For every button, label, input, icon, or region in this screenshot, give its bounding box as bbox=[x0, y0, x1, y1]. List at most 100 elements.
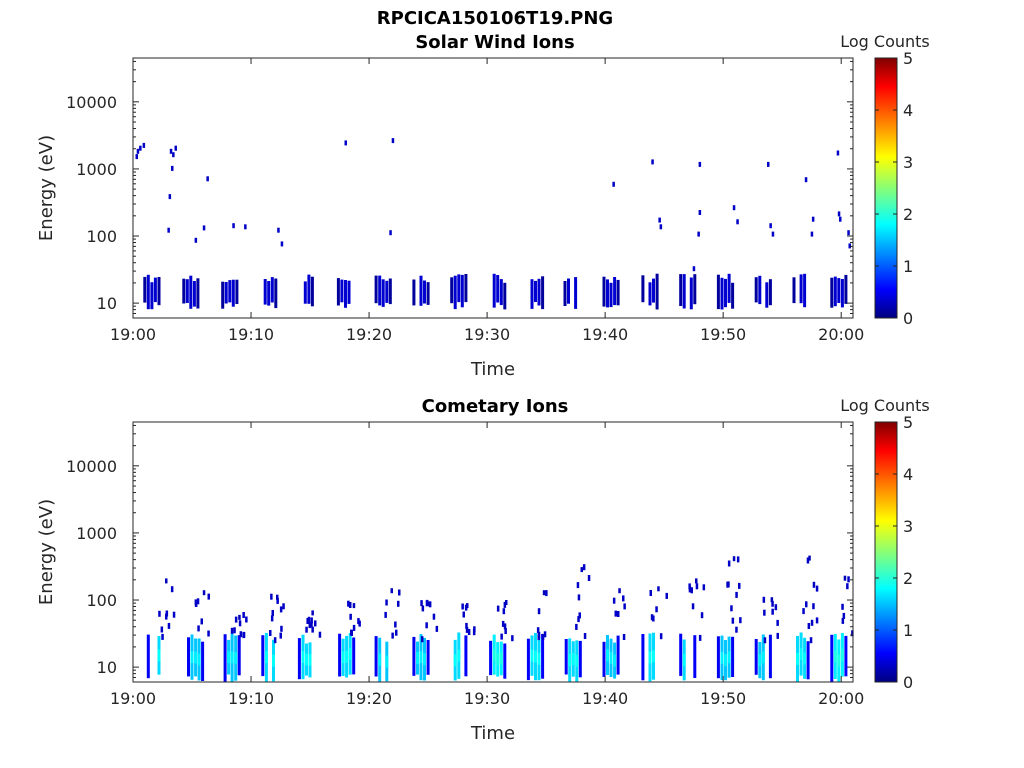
tail-cell bbox=[536, 627, 540, 634]
burst-core bbox=[724, 654, 727, 667]
burst-core bbox=[568, 654, 572, 666]
tail-cell bbox=[543, 631, 547, 638]
tail-cell bbox=[504, 628, 507, 634]
tail-cell bbox=[310, 621, 313, 628]
data-point bbox=[142, 142, 146, 148]
tail-cell bbox=[702, 584, 706, 591]
data-point bbox=[277, 227, 280, 233]
tail-cell bbox=[690, 587, 693, 594]
colorbar-1-ticks: 0 1 2 3 4 5 bbox=[875, 49, 913, 328]
data-point bbox=[804, 177, 808, 183]
tail-cell bbox=[391, 632, 394, 639]
burst-core bbox=[609, 651, 613, 664]
burst-column bbox=[806, 641, 810, 680]
tail-cell bbox=[649, 590, 652, 596]
solar-wind-plot-area bbox=[135, 138, 851, 310]
tail-cell bbox=[467, 629, 471, 635]
burst-core bbox=[840, 648, 844, 661]
tail-cell bbox=[425, 622, 428, 629]
tail-cell bbox=[771, 608, 774, 615]
burst-column bbox=[189, 275, 193, 309]
tail-cell bbox=[394, 621, 397, 628]
tail-cell bbox=[420, 600, 423, 607]
burst-core bbox=[378, 653, 382, 666]
colorbar-tick-label: 3 bbox=[903, 517, 913, 536]
tail-cell bbox=[318, 631, 322, 638]
burst-column bbox=[609, 282, 613, 308]
tail-peak bbox=[808, 555, 811, 561]
tail-cell bbox=[395, 629, 398, 636]
x-tick-label: 19:10 bbox=[228, 689, 274, 708]
tail-cell bbox=[809, 637, 813, 644]
tail-cell bbox=[815, 617, 819, 624]
tail-peak bbox=[732, 556, 736, 562]
data-point bbox=[244, 224, 247, 230]
burst-column bbox=[457, 274, 461, 303]
tail-cell bbox=[170, 586, 174, 593]
burst-core bbox=[157, 649, 161, 662]
burst-column bbox=[765, 282, 769, 308]
tail-cell bbox=[614, 610, 617, 617]
burst-core bbox=[682, 654, 686, 666]
burst-core bbox=[416, 652, 419, 664]
tail-peak bbox=[428, 601, 431, 607]
burst-column bbox=[541, 276, 545, 310]
tail-cell bbox=[347, 600, 350, 607]
tail-cell bbox=[234, 616, 238, 623]
burst-core bbox=[537, 652, 541, 665]
tail-peak bbox=[505, 600, 508, 605]
tail-cell bbox=[617, 611, 620, 617]
tail-cell bbox=[511, 635, 514, 642]
tail-peak bbox=[618, 588, 621, 594]
x-tick-label: 19:00 bbox=[110, 325, 156, 344]
data-point bbox=[848, 243, 851, 249]
tail-cell bbox=[802, 608, 805, 615]
cometary-panel: Cometary Ions 19:00 19:10 19:20 19:30 19:40 1… bbox=[36, 396, 930, 744]
burst-column bbox=[534, 280, 537, 302]
tail-cell bbox=[665, 592, 668, 599]
burst-core bbox=[727, 651, 731, 664]
x-tick-label: 19:40 bbox=[582, 689, 628, 708]
tail-cell bbox=[812, 603, 815, 610]
burst-core bbox=[227, 651, 231, 664]
tail-cell bbox=[652, 615, 655, 622]
burst-column bbox=[578, 640, 582, 678]
burst-column bbox=[758, 275, 762, 305]
x-tick-label: 19:10 bbox=[228, 325, 274, 344]
data-point bbox=[659, 224, 663, 230]
x-tick-label: 19:20 bbox=[346, 689, 392, 708]
tail-peak bbox=[466, 603, 469, 609]
tail-peak bbox=[580, 567, 583, 573]
tail-cell bbox=[735, 591, 738, 598]
colorbar-tick-label: 1 bbox=[903, 621, 913, 640]
burst-column bbox=[844, 274, 848, 304]
burst-core bbox=[799, 648, 803, 661]
tail-cell bbox=[577, 616, 580, 623]
burst-core bbox=[308, 653, 312, 666]
tail-peak bbox=[770, 597, 774, 603]
burst-column bbox=[833, 276, 837, 307]
tail-peak bbox=[542, 590, 546, 596]
tail-cell bbox=[310, 617, 313, 624]
solar-wind-x-ticks: 19:00 19:10 19:20 19:30 19:40 19:50 20:00 bbox=[110, 58, 864, 344]
burst-column bbox=[423, 280, 426, 304]
tail-cell bbox=[583, 633, 587, 639]
burst-core bbox=[453, 654, 457, 667]
tail-peak bbox=[695, 578, 698, 584]
data-point bbox=[389, 230, 392, 236]
burst-core bbox=[348, 647, 352, 660]
burst-column bbox=[499, 279, 503, 306]
burst-core bbox=[492, 648, 496, 661]
tail-cell bbox=[197, 625, 200, 632]
tail-peak bbox=[276, 594, 279, 600]
tail-cell bbox=[500, 633, 503, 640]
burst-column bbox=[830, 634, 834, 682]
burst-core bbox=[190, 651, 194, 664]
data-point bbox=[171, 165, 174, 171]
tail-cell bbox=[269, 630, 272, 636]
burst-column bbox=[419, 275, 423, 306]
burst-core bbox=[796, 652, 799, 665]
x-tick-label: 19:50 bbox=[700, 325, 746, 344]
burst-column bbox=[489, 640, 493, 676]
burst-column bbox=[344, 280, 347, 308]
